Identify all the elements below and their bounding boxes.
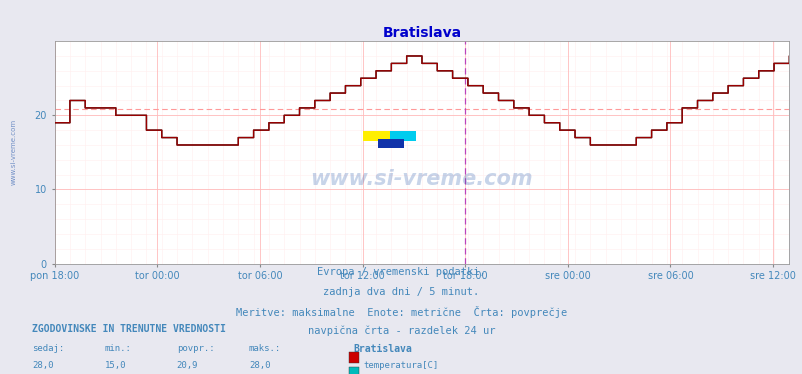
Text: www.si-vreme.com: www.si-vreme.com bbox=[310, 169, 533, 189]
Text: 28,0: 28,0 bbox=[32, 361, 54, 370]
Title: Bratislava: Bratislava bbox=[382, 26, 461, 40]
Text: maks.:: maks.: bbox=[249, 344, 281, 353]
FancyBboxPatch shape bbox=[378, 140, 404, 148]
Text: 15,0: 15,0 bbox=[104, 361, 126, 370]
Text: Evropa / vremenski podatki,: Evropa / vremenski podatki, bbox=[317, 267, 485, 278]
Text: min.:: min.: bbox=[104, 344, 131, 353]
Text: temperatura[C]: temperatura[C] bbox=[363, 361, 438, 370]
Text: Bratislava: Bratislava bbox=[353, 344, 411, 354]
Text: povpr.:: povpr.: bbox=[176, 344, 214, 353]
Text: 20,9: 20,9 bbox=[176, 361, 198, 370]
Text: Meritve: maksimalne  Enote: metrične  Črta: povprečje: Meritve: maksimalne Enote: metrične Črta… bbox=[236, 306, 566, 318]
FancyBboxPatch shape bbox=[363, 131, 389, 141]
Text: navpična črta - razdelek 24 ur: navpična črta - razdelek 24 ur bbox=[307, 326, 495, 336]
Text: ZGODOVINSKE IN TRENUTNE VREDNOSTI: ZGODOVINSKE IN TRENUTNE VREDNOSTI bbox=[32, 324, 225, 334]
FancyBboxPatch shape bbox=[389, 131, 415, 141]
Text: zadnja dva dni / 5 minut.: zadnja dva dni / 5 minut. bbox=[323, 287, 479, 297]
Text: www.si-vreme.com: www.si-vreme.com bbox=[11, 119, 17, 186]
Text: sedaj:: sedaj: bbox=[32, 344, 64, 353]
Text: 28,0: 28,0 bbox=[249, 361, 270, 370]
